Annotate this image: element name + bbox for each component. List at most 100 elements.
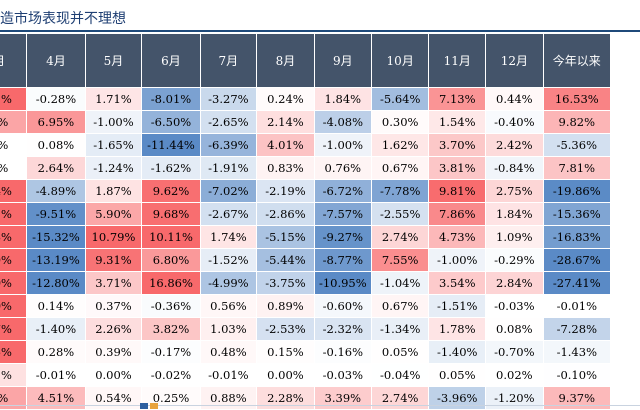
page-title: 造市场表现并不理想: [0, 11, 126, 27]
month-cell: -5.64%: [370, 87, 430, 111]
month-cell: 4.01%: [256, 133, 315, 157]
month-cell: -0.40%: [485, 110, 544, 134]
ytd-cell: -0.01%: [542, 294, 612, 318]
month-cell: 1.62%: [370, 133, 430, 157]
month-cell: -4.99%: [199, 271, 258, 295]
month-cell: 1.71%: [84, 87, 143, 111]
table-row: 52%-9.51%5.90%9.68%-2.67%-2.86%-7.57%-2.…: [0, 202, 612, 226]
month-cell: -2.86%: [256, 202, 315, 226]
month-cell: 3.71%: [84, 271, 143, 295]
table-row: 6%4.51%0.54%0.25%0.88%2.28%3.39%2.74%-3.…: [0, 386, 612, 410]
month-cell: -2.67%: [199, 202, 258, 226]
ytd-cell: -19.86%: [542, 179, 612, 203]
table-row: 02%-0.01%0.00%-0.02%-0.01%0.00%-0.03%-0.…: [0, 363, 612, 387]
column-header: 11月: [428, 33, 487, 88]
column-header: 7月: [199, 33, 258, 88]
month-cell: 70%: [0, 271, 28, 295]
column-header: 今年以来: [542, 33, 612, 88]
month-cell: -0.01%: [199, 363, 258, 387]
month-cell: -1.62%: [141, 156, 201, 180]
month-cell: -7.02%: [199, 179, 258, 203]
month-cell: 0.05%: [428, 363, 487, 387]
ytd-cell: 9.82%: [542, 110, 612, 134]
month-cell: -8.01%: [141, 87, 201, 111]
month-cell: 2.74%: [370, 225, 430, 249]
table-row: 73%-15.32%10.79%10.11%1.74%-5.15%-9.27%2…: [0, 225, 612, 249]
month-cell: 0.00%: [256, 363, 315, 387]
month-cell: 1.87%: [84, 179, 143, 203]
month-cell: 3.81%: [428, 156, 487, 180]
month-cell: 1.84%: [485, 202, 544, 226]
table-body: 82%-0.28%1.71%-8.01%-3.27%0.24%1.84%-5.6…: [0, 87, 612, 410]
month-cell: 0.67%: [370, 156, 430, 180]
month-cell: 6.95%: [26, 110, 86, 134]
month-cell: 7.13%: [428, 87, 487, 111]
month-cell: -2.19%: [256, 179, 315, 203]
month-cell: -0.03%: [313, 363, 372, 387]
month-cell: -1.51%: [428, 294, 487, 318]
month-cell: 3.82%: [141, 317, 201, 341]
month-cell: -1.40%: [26, 317, 86, 341]
month-cell: 1.54%: [428, 110, 487, 134]
column-header: 12月: [485, 33, 544, 88]
month-cell: -6.39%: [199, 133, 258, 157]
month-cell: 10.11%: [141, 225, 201, 249]
month-cell: 2.74%: [370, 386, 430, 410]
month-cell: 2.14%: [256, 110, 315, 134]
month-cell: -0.60%: [313, 294, 372, 318]
month-cell: 45%: [0, 340, 28, 364]
month-cell: -1.00%: [313, 133, 372, 157]
monthly-returns-table: 月4月5月6月7月8月9月10月11月12月今年以来 82%-0.28%1.71…: [0, 33, 612, 410]
month-cell: 0%: [0, 156, 28, 180]
month-cell: -4.89%: [26, 179, 86, 203]
month-cell: -0.17%: [141, 340, 201, 364]
month-cell: 1.74%: [199, 225, 258, 249]
month-cell: -0.03%: [485, 294, 544, 318]
month-cell: -0.36%: [141, 294, 201, 318]
ytd-cell: 9.37%: [542, 386, 612, 410]
month-cell: 0.44%: [485, 87, 544, 111]
month-cell: 0.56%: [199, 294, 258, 318]
month-cell: 9.62%: [141, 179, 201, 203]
month-cell: 02%: [0, 363, 28, 387]
month-cell: 1.03%: [199, 317, 258, 341]
column-header: 5月: [84, 33, 143, 88]
month-cell: -8.77%: [313, 248, 372, 272]
month-cell: 6%: [0, 110, 28, 134]
column-header: 4月: [26, 33, 86, 88]
month-cell: 1.78%: [428, 317, 487, 341]
month-cell: 73%: [0, 225, 28, 249]
month-cell: -12.80%: [26, 271, 86, 295]
month-cell: -1.91%: [199, 156, 258, 180]
month-cell: -0.84%: [485, 156, 544, 180]
month-cell: -7.57%: [313, 202, 372, 226]
month-cell: 3.70%: [428, 133, 487, 157]
month-cell: 52%: [0, 202, 28, 226]
ytd-cell: -15.36%: [542, 202, 612, 226]
table-header-row: 月4月5月6月7月8月9月10月11月12月今年以来: [0, 33, 612, 88]
month-cell: 9.31%: [84, 248, 143, 272]
ytd-cell: -7.28%: [542, 317, 612, 341]
month-cell: -10.95%: [313, 271, 372, 295]
month-cell: 2.84%: [485, 271, 544, 295]
month-cell: 1.09%: [485, 225, 544, 249]
month-cell: 0.28%: [26, 340, 86, 364]
ytd-cell: -1.43%: [542, 340, 612, 364]
month-cell: 82%: [0, 87, 28, 111]
month-cell: 0.08%: [26, 133, 86, 157]
ytd-cell: 7.81%: [542, 156, 612, 180]
column-header: 8月: [256, 33, 315, 88]
table-row: 0%0.08%-1.65%-11.44%-6.39%4.01%-1.00%1.6…: [0, 133, 612, 157]
month-cell: -1.00%: [428, 248, 487, 272]
month-cell: 5.90%: [84, 202, 143, 226]
month-cell: 69%: [0, 248, 28, 272]
month-cell: 4.51%: [26, 386, 86, 410]
month-cell: -0.70%: [485, 340, 544, 364]
month-cell: 0.24%: [256, 87, 315, 111]
month-cell: 0.83%: [256, 156, 315, 180]
month-cell: 9.68%: [141, 202, 201, 226]
month-cell: 2.75%: [485, 179, 544, 203]
month-cell: 0.89%: [256, 294, 315, 318]
month-cell: 0.08%: [485, 317, 544, 341]
month-cell: -1.04%: [370, 271, 430, 295]
